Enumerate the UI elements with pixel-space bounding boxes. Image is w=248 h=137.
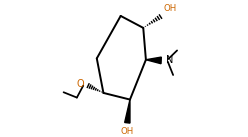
Text: O: O: [77, 79, 84, 89]
Polygon shape: [146, 57, 161, 64]
Polygon shape: [125, 100, 130, 123]
Text: N: N: [166, 55, 173, 65]
Text: OH: OH: [121, 127, 134, 136]
Text: OH: OH: [164, 4, 177, 13]
